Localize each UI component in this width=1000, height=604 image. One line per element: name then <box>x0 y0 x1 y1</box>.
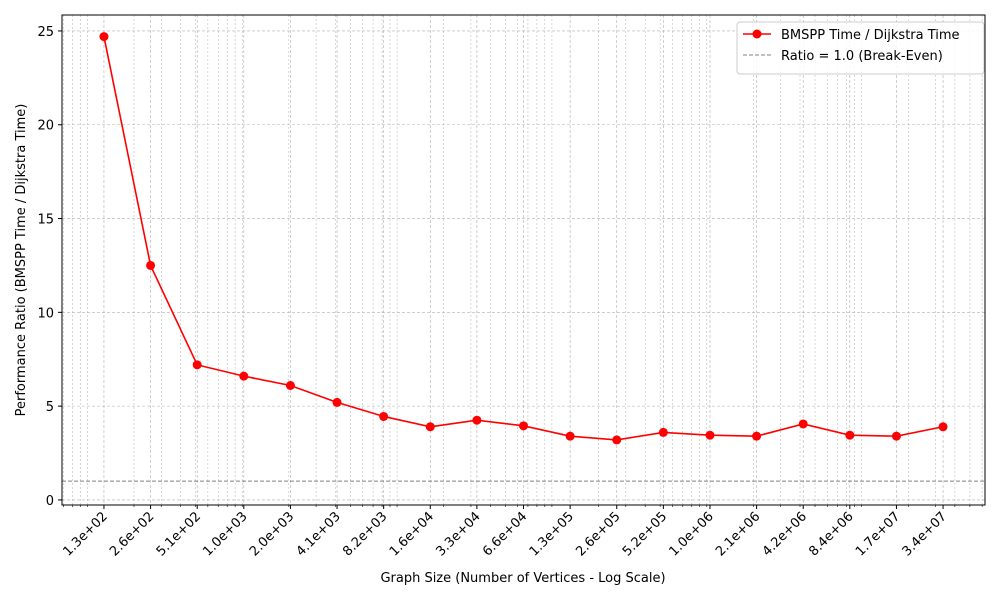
data-point <box>752 431 762 441</box>
data-point <box>99 32 109 42</box>
data-point <box>658 427 668 437</box>
y-tick-label: 0 <box>46 494 54 509</box>
y-tick-label: 20 <box>37 119 54 134</box>
data-point <box>891 431 901 441</box>
plot-frame <box>61 14 986 506</box>
data-point <box>519 421 529 431</box>
y-tick-label: 5 <box>46 400 54 415</box>
data-point <box>938 422 948 432</box>
data-point <box>192 360 202 370</box>
data-point <box>565 431 575 441</box>
legend-box <box>736 21 985 75</box>
x-axis-label: Graph Size (Number of Vertices - Log Sca… <box>380 571 665 586</box>
data-point <box>285 381 295 391</box>
data-point <box>612 435 622 445</box>
y-tick-label: 10 <box>37 306 54 321</box>
y-tick-label: 15 <box>37 213 54 228</box>
data-point <box>379 411 389 421</box>
legend-label: Ratio = 1.0 (Break-Even) <box>781 49 943 64</box>
data-point <box>845 430 855 440</box>
y-axis-label: Performance Ratio (BMSPP Time / Dijkstra… <box>14 104 29 417</box>
data-point <box>146 260 156 270</box>
data-point <box>425 422 435 432</box>
data-point <box>798 419 808 429</box>
y-tick-label: 25 <box>37 25 54 40</box>
data-point <box>239 371 249 381</box>
legend: BMSPP Time / Dijkstra Time Ratio = 1.0 (B… <box>736 21 985 75</box>
legend-label: BMSPP Time / Dijkstra Time <box>781 28 960 43</box>
data-point <box>472 415 482 425</box>
data-point <box>705 430 715 440</box>
data-point <box>332 397 342 407</box>
legend-marker <box>752 29 762 39</box>
